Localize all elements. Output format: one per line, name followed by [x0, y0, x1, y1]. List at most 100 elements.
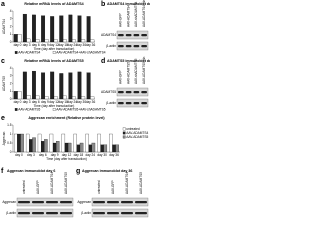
bar	[86, 72, 91, 100]
x-axis-label: Time (day after transduction)	[34, 104, 75, 108]
bar	[76, 144, 81, 153]
x-tick-label: day 18	[58, 100, 68, 104]
lane-label: AAV-ADAMTS5	[139, 172, 143, 194]
bar	[50, 71, 55, 100]
blot-band	[133, 91, 140, 94]
y-tick-label: 1	[10, 132, 12, 136]
legend-swatch	[14, 108, 18, 111]
x-tick-label: day 24	[67, 43, 77, 47]
legend-label: AAV-ADAMTS4	[18, 50, 40, 54]
blot-band	[46, 212, 58, 215]
x-tick-label: day 30	[77, 43, 87, 47]
legend-swatch	[52, 108, 56, 111]
blot-strip	[91, 208, 149, 218]
panel-label: f	[1, 168, 4, 175]
y-tick-label: 2	[10, 81, 12, 85]
blot-band	[118, 102, 124, 105]
bar	[56, 141, 60, 153]
blot-strip	[116, 30, 149, 40]
y-tick-label: 3	[10, 17, 12, 21]
x-axis-label: Time (day after transduction)	[46, 157, 87, 161]
bar	[20, 133, 24, 153]
bar	[35, 39, 40, 43]
blot-band	[125, 102, 132, 105]
x-tick-label: day 12	[49, 43, 59, 47]
bar	[44, 139, 48, 153]
bar	[22, 71, 27, 100]
legend-label: AAV-ADAMTS5+AAV-shADAMTS5	[56, 107, 106, 111]
blot-band	[60, 212, 72, 215]
blot-band	[125, 91, 132, 94]
lane-label: AAV-GFP	[111, 180, 115, 194]
lane-label: AAV-ADAMTS5	[64, 172, 68, 194]
bar	[77, 15, 82, 43]
blot-title: Aggrecan immunoblot day 36	[82, 169, 132, 173]
bar	[32, 14, 36, 43]
panel-label: b	[101, 1, 105, 8]
bar	[26, 38, 31, 43]
bar	[90, 39, 95, 43]
lane-label: AAV-ADAMTS4+sh	[142, 0, 146, 27]
legend-swatch	[122, 131, 126, 135]
y-tick-label: 0	[10, 150, 12, 154]
blot-band	[107, 201, 119, 204]
blot-strip	[16, 208, 74, 218]
bar	[41, 72, 46, 100]
x-tick-label: day 12	[62, 153, 72, 157]
x-tick-label: day 12	[49, 100, 59, 104]
band-label: β-actin	[81, 211, 91, 215]
bar	[32, 137, 36, 153]
blot-band	[118, 45, 124, 48]
legend-swatch	[52, 51, 56, 54]
blot-band	[141, 45, 147, 48]
figure: a Relative mRNA levels of ADAMTS4 0 1 2 3 4 ADA…	[1, 0, 150, 218]
bar	[17, 34, 22, 43]
blot-band	[18, 201, 30, 204]
y-axis-label: ADAMTS5	[2, 76, 6, 91]
band-label: β-actin	[106, 44, 116, 48]
blot-band	[133, 45, 140, 48]
y-tick-label: 0.5	[7, 141, 12, 145]
x-tick-label: day 9	[41, 100, 49, 104]
band-label: ADAMTS5	[101, 90, 116, 94]
bar	[85, 133, 89, 153]
lane-label: AAV-ADAMTS5+sh	[142, 56, 146, 84]
bar	[68, 72, 73, 100]
blot-band	[107, 212, 119, 215]
legend-label: AAV-ADAMTS4	[126, 131, 148, 135]
legend-label: AAV-ADAMTS5	[126, 135, 148, 139]
x-tick-label: day 0	[14, 100, 22, 104]
blot-band	[118, 34, 124, 37]
bar	[72, 96, 76, 100]
bar	[64, 142, 69, 153]
x-tick-label: day 3	[27, 153, 35, 157]
y-tick-label: 4	[10, 9, 12, 13]
blot-strip	[116, 41, 149, 51]
bar	[13, 34, 18, 43]
bar	[41, 141, 45, 153]
x-tick-label: day 36	[109, 153, 119, 157]
bar	[29, 139, 33, 153]
bar	[59, 15, 64, 43]
y-axis-label: ADAMTS4	[2, 19, 6, 34]
bar	[25, 133, 30, 153]
bar	[97, 133, 101, 153]
x-tick-label: day 30	[77, 100, 87, 104]
blot-band	[93, 212, 105, 215]
blot-band	[135, 212, 147, 215]
bar	[81, 39, 86, 43]
bar	[26, 95, 31, 100]
legend-swatch	[14, 51, 18, 54]
lane-label: AAV-ADAMTS5	[126, 62, 130, 84]
bar	[72, 39, 76, 43]
y-tick-label: 2	[10, 24, 12, 28]
panel-label: a	[1, 1, 5, 8]
blot-band	[121, 212, 133, 215]
x-tick-label: day 18	[58, 43, 68, 47]
x-tick-label: day 3	[23, 100, 31, 104]
bar	[22, 13, 27, 43]
blot-band	[32, 201, 44, 204]
x-tick-label: day 9	[41, 43, 49, 47]
bar	[41, 15, 46, 43]
bar	[62, 39, 67, 43]
